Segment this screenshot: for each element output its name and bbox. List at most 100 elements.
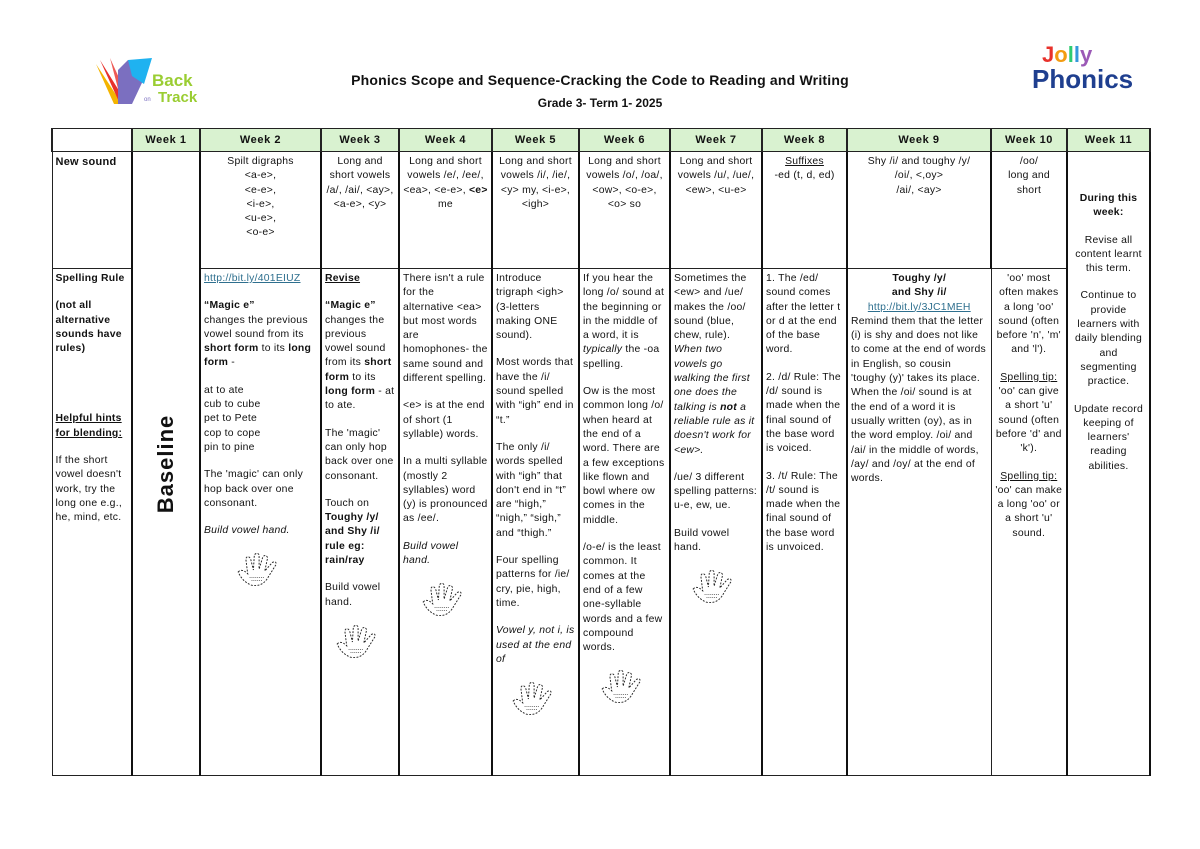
link[interactable]: http://bit.ly/3JC1MEH <box>867 301 971 313</box>
text-run: Continue to provide learners with daily … <box>1074 290 1143 388</box>
paragraph: The only /i/ words spelled with “igh” th… <box>496 441 575 541</box>
new-sound-week-6: Long and short vowels /o/, /oa/, <ow>, <… <box>578 151 671 269</box>
spelling-rule-week-2: http://bit.ly/401EIUZ “Magic e” changes th… <box>199 268 322 776</box>
paragraph: Most words that have the /i/ sound spell… <box>496 356 575 427</box>
text-run: the -oa spelling. <box>583 344 660 370</box>
text-run: Remind them that the letter (i) is shy a… <box>851 315 986 485</box>
paragraph: Long and short vowels /o/, /oa/, <ow>, <… <box>583 155 666 212</box>
new-sound-week-5: Long and short vowels /i/, /ie/, <y> my,… <box>491 151 580 269</box>
paragraph: Spilt digraphs <box>204 155 317 169</box>
vowel-hand-icon <box>692 570 732 604</box>
text-run: me <box>438 198 453 210</box>
text-run: Update record keeping of learners' readi… <box>1073 403 1144 472</box>
jolly-phonics-logo: Jolly Phonics <box>1032 42 1133 94</box>
paragraph: Long and short vowels /e/, /ee/, <ea>, <… <box>403 155 488 212</box>
text-run: Spelling tip: <box>1000 470 1058 482</box>
scope-sequence-table: Week 1 Week 2 Week 3 Week 4 Week 5 Week 6 Week… <box>51 128 1151 776</box>
text-run: - at to ate. <box>325 386 395 412</box>
text-run: <o-e> <box>246 227 275 239</box>
text-run: pin to pine <box>204 441 255 453</box>
paragraph: Spelling tip: 'oo' can make a long 'oo' o… <box>995 470 1064 541</box>
week-header-4: Week 4 <box>398 128 493 152</box>
text-run: Toughy /y/ <box>892 273 947 284</box>
text-run: short form <box>204 343 259 355</box>
paragraph: 3. /t/ Rule: The /t/ sound is made when … <box>766 470 843 556</box>
paragraph: Four spelling patterns for /ie/ cry, pie… <box>496 554 575 611</box>
spelling-rule-week-6: If you hear the long /o/ sound at the be… <box>578 268 671 776</box>
text-run: <e-e>, <box>244 184 277 196</box>
week-header-7: Week 7 <box>669 128 763 152</box>
paragraph: 2. /d/ Rule: The /d/ sound is made when … <box>766 371 843 457</box>
paragraph: The 'magic' can only hop back over one c… <box>204 468 317 511</box>
text-run: pet to Pete <box>204 413 258 425</box>
new-sound-week-2: Spilt digraphs <a-e>, <e-e>, <i-e>, <u-e>, <o… <box>199 151 322 269</box>
paragraph: Build vowel hand. <box>204 524 317 538</box>
vowel-hand-icon <box>336 624 376 658</box>
text-run: 'oo' can give a short 'u' sound (often b… <box>995 386 1062 455</box>
row-label-new-sound: New sound <box>51 151 133 269</box>
paragraph: Update record keeping of learners' readi… <box>1071 403 1146 474</box>
page-subtitle: Grade 3- Term 1- 2025 <box>537 96 663 110</box>
text-run: not <box>720 401 737 413</box>
paragraph: Toughy /y/and Shy /i/http://bit.ly/3JC1M… <box>851 272 988 315</box>
paragraph: Introduce trigraph <igh> (3-letters maki… <box>496 272 575 343</box>
text-run: changes the previous vowel sound from it… <box>325 314 386 369</box>
paragraph: If you hear the long /o/ sound at the be… <box>583 272 666 372</box>
new-sound-week-8: Suffixes -ed (t, d, ed) <box>761 151 848 269</box>
paragraph: Spelling tip: 'oo' can give a short 'u' s… <box>995 371 1064 457</box>
spelling-rule-week-4: There isn't a rule for the alternative <… <box>398 268 493 776</box>
text-run: (not all alternative sounds have rules) <box>55 300 122 355</box>
new-sound-week-3: Long and short vowels /a/, /ai/, <ay>, <… <box>320 151 400 269</box>
text-run: <e> <box>468 184 488 196</box>
text-run: If you hear the long /o/ sound at the be… <box>583 273 665 342</box>
text-run: <a-e>, <box>244 170 277 182</box>
link[interactable]: http://bit.ly/401EIUZ <box>204 273 301 284</box>
text-run: “Magic e” <box>325 300 376 312</box>
text-run: <i-e>, <box>246 198 275 210</box>
text-run: Shy /i/ and toughy /y/ <box>867 156 971 167</box>
vowel-hand-icon <box>512 682 552 716</box>
vowel-hand-icon <box>422 583 462 617</box>
week-header-3: Week 3 <box>320 128 400 152</box>
paragraph: Ow is the most common long /o/ when hear… <box>583 385 666 528</box>
back-on-track-logo: Back Track on <box>96 58 198 106</box>
paragraph: 1. The /ed/ sound comes after the letter… <box>766 272 843 358</box>
text-run: “Magic e” <box>204 300 255 312</box>
paragraph: <u-e>, <box>204 212 317 226</box>
spelling-rule-row: Spelling Rule (not all alternative sounds… <box>51 268 1150 776</box>
paragraph: -ed (t, d, ed) <box>766 169 843 183</box>
text-run: at to ate <box>204 384 244 396</box>
new-sound-week-4: Long and short vowels /e/, /ee/, <ea>, <… <box>398 151 493 269</box>
text-run: Long and short vowels /u/, /ue/, <ew>, <… <box>677 156 755 196</box>
paragraph: /o-e/ is the least common. It comes at t… <box>583 541 666 655</box>
paragraph: Revise all content learnt this term. <box>1071 234 1146 277</box>
week-header-9: Week 9 <box>846 128 992 152</box>
text-run: 3. /t/ Rule: The /t/ sound is made when … <box>766 470 841 554</box>
text-run: <e> is at the end of short (1 syllable) … <box>403 400 485 440</box>
text-run: short form <box>325 357 392 383</box>
paragraph: Spelling Rule <box>56 272 129 286</box>
paragraph: <a-e>, <box>204 169 317 183</box>
text-run: Build vowel hand. <box>403 540 459 567</box>
paragraph: “Magic e” changes the previous vowel sou… <box>325 299 395 413</box>
text-run: Build vowel hand. <box>204 525 290 537</box>
paragraph: Continue to provide learners with daily … <box>1071 289 1146 389</box>
text-run: Spilt digraphs <box>227 156 294 167</box>
text-run: Touch on <box>325 497 370 509</box>
paragraph: Helpful hints for blending: <box>56 412 129 441</box>
text-run: long form <box>325 386 376 398</box>
row-label-spelling-rule: Spelling Rule (not all alternative sounds… <box>51 268 133 776</box>
paragraph: In a multi syllable (mostly 2 syllables)… <box>403 455 488 526</box>
paragraph: “Magic e” changes the previous vowel soun… <box>204 299 317 370</box>
page-title: Phonics Scope and Sequence-Cracking the … <box>351 72 849 88</box>
week-header-1: Week 1 <box>131 128 201 152</box>
week-header-2: Week 2 <box>199 128 322 152</box>
paragraph: /oi/, <,oy> <box>851 169 987 183</box>
paragraph: Touch on Toughy /y/ and Shy /i/ rule eg:… <box>325 497 395 568</box>
text-run: Vowel y, not i, is used at the end of <box>496 625 575 665</box>
text-run: Revise all content learnt this term. <box>1075 234 1142 275</box>
text-run: /ue/ 3 different spelling patterns: u-e,… <box>674 471 758 512</box>
text-run: The only /i/ words spelled with “igh” th… <box>496 441 567 539</box>
paragraph: <i-e>, <box>204 198 317 212</box>
svg-text:Phonics: Phonics <box>1032 64 1133 94</box>
